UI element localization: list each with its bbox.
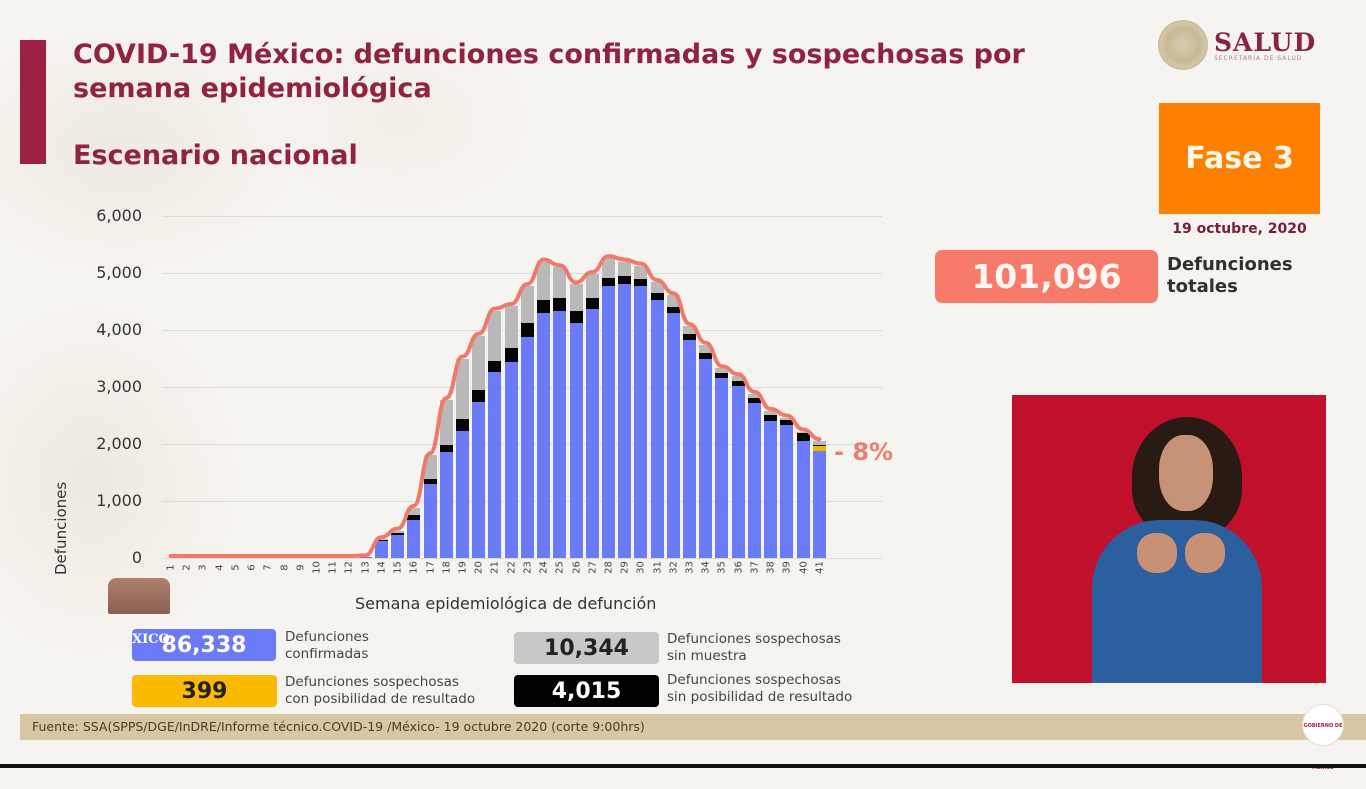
change-percentage: - 8%: [834, 438, 893, 466]
x-tick-label: 35: [717, 560, 728, 576]
x-tick-label: 34: [701, 560, 712, 576]
legend-without-result-label: Defunciones sospechosas sin posibilidad …: [667, 672, 852, 706]
x-tick-label: 27: [587, 560, 598, 576]
total-deaths-value: 101,096: [935, 250, 1158, 303]
x-tick-label: 1: [166, 560, 177, 576]
x-tick-label: 7: [263, 560, 274, 576]
x-tick-label: 2: [182, 560, 193, 576]
legend-confirmed-line1: Defunciones: [285, 629, 369, 646]
legend-no-sample-value: 10,344: [514, 632, 659, 664]
title-accent-bar: [20, 40, 46, 164]
x-tick-label: 29: [620, 560, 631, 576]
interpreter-face: [1159, 435, 1213, 511]
y-tick-label: 4,000: [80, 320, 142, 339]
x-tick-label: 16: [409, 560, 420, 576]
x-tick-label: 21: [490, 560, 501, 576]
bottom-border: [0, 764, 1366, 768]
x-tick-label: 11: [328, 560, 339, 576]
x-tick-label: 19: [457, 560, 468, 576]
legend-no-sample-line2: sin muestra: [667, 648, 841, 665]
legend-without-result-value: 4,015: [514, 675, 659, 707]
legend-without-result-line1: Defunciones sospechosas: [667, 672, 852, 689]
x-tick-label: 41: [814, 560, 825, 576]
legend-confirmed-label: Defunciones confirmadas: [285, 629, 369, 663]
source-footer: Fuente: SSA(SPPS/DGE/InDRE/Informe técni…: [20, 714, 1366, 740]
y-tick-label: 3,000: [80, 377, 142, 396]
page-title: COVID-19 México: defunciones confirmadas…: [73, 38, 1073, 106]
y-axis-label: Defunciones: [52, 482, 70, 575]
x-tick-label: 12: [344, 560, 355, 576]
salud-logo: SALUD SECRETARÍA DE SALUD: [1158, 20, 1316, 70]
x-tick-label: 33: [685, 560, 696, 576]
trend-line-path: [171, 256, 820, 556]
x-tick-label: 15: [393, 560, 404, 576]
sign-language-interpreter-video: [1012, 395, 1326, 683]
x-tick-label: 36: [733, 560, 744, 576]
x-tick-label: 6: [247, 560, 258, 576]
x-tick-label: 20: [474, 560, 485, 576]
interpreter-left-hand: [1137, 533, 1177, 573]
phase-badge: Fase 3: [1159, 103, 1320, 214]
x-tick-label: 10: [311, 560, 322, 576]
y-tick-label: 5,000: [80, 263, 142, 282]
y-tick-label: 6,000: [80, 206, 142, 225]
x-tick-label: 25: [555, 560, 566, 576]
x-tick-label: 8: [279, 560, 290, 576]
x-tick-label: 26: [571, 560, 582, 576]
x-tick-label: 24: [539, 560, 550, 576]
logo-tagline: SECRETARÍA DE SALUD: [1214, 55, 1316, 62]
x-tick-label: 38: [766, 560, 777, 576]
x-tick-label: 14: [376, 560, 387, 576]
x-tick-label: 40: [798, 560, 809, 576]
legend-without-result-line2: sin posibilidad de resultado: [667, 689, 852, 706]
report-date: 19 octubre, 2020: [1159, 221, 1320, 237]
y-tick-label: 1,000: [80, 491, 142, 510]
legend-with-result-value: 399: [132, 675, 277, 707]
historic-leaders-logo: [108, 578, 170, 614]
x-tick-label: 23: [522, 560, 533, 576]
x-tick-label: 30: [636, 560, 647, 576]
x-tick-label: 3: [198, 560, 209, 576]
x-tick-label: 13: [360, 560, 371, 576]
legend-with-result-line2: con posibilidad de resultado: [285, 691, 475, 708]
gobierno-mexico-badge: GOBIERNO DE MÉXICO: [1302, 704, 1344, 746]
x-tick-label: 39: [782, 560, 793, 576]
y-tick-label: 0: [80, 548, 142, 567]
legend-with-result-label: Defunciones sospechosas con posibilidad …: [285, 674, 475, 708]
x-tick-label: 9: [295, 560, 306, 576]
legend-no-sample-line1: Defunciones sospechosas: [667, 631, 841, 648]
interpreter-torso: [1092, 520, 1262, 683]
x-tick-label: 28: [603, 560, 614, 576]
interpreter-right-hand: [1185, 533, 1225, 573]
x-tick-label: 22: [506, 560, 517, 576]
x-tick-label: 4: [214, 560, 225, 576]
total-label-line2: totales: [1167, 276, 1293, 298]
total-label-line1: Defunciones: [1167, 254, 1293, 276]
logo-name: SALUD: [1214, 28, 1316, 57]
trend-line: [162, 200, 882, 558]
page-subtitle: Escenario nacional: [73, 140, 358, 171]
national-seal-icon: [1158, 20, 1208, 70]
x-tick-label: 18: [441, 560, 452, 576]
x-tick-label: 32: [668, 560, 679, 576]
legend-confirmed-line2: confirmadas: [285, 646, 369, 663]
x-tick-label: 31: [652, 560, 663, 576]
total-deaths-label: Defunciones totales: [1167, 254, 1293, 298]
legend-with-result-line1: Defunciones sospechosas: [285, 674, 475, 691]
x-tick-label: 37: [749, 560, 760, 576]
y-tick-label: 2,000: [80, 434, 142, 453]
x-tick-label: 5: [230, 560, 241, 576]
mexico-overlay-text: XICO: [132, 632, 170, 647]
x-tick-label: 17: [425, 560, 436, 576]
legend-no-sample-label: Defunciones sospechosas sin muestra: [667, 631, 841, 665]
x-axis-label: Semana epidemiológica de defunción: [355, 594, 656, 613]
